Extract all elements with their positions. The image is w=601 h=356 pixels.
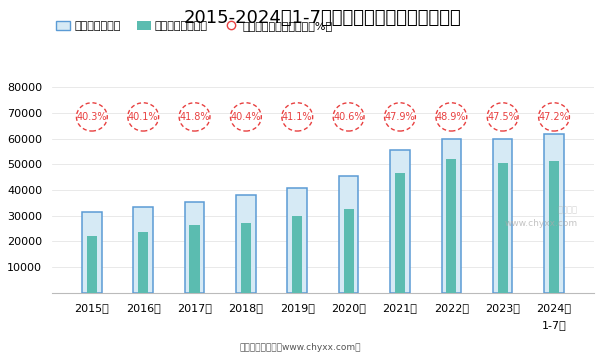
Ellipse shape [333,103,364,131]
Bar [549,161,559,293]
Bar [133,207,153,293]
Text: www.chyxx.com: www.chyxx.com [505,219,578,228]
Ellipse shape [231,103,261,131]
Bar [82,212,102,293]
Text: 40.4%: 40.4% [231,112,261,122]
Text: 40.3%: 40.3% [76,112,107,122]
Text: 48.9%: 48.9% [436,112,466,122]
Ellipse shape [487,103,518,131]
Bar [339,176,358,293]
Bar [395,173,405,293]
Bar [189,225,200,293]
Ellipse shape [76,103,107,131]
Text: 智研咨询: 智研咨询 [558,205,578,214]
Ellipse shape [128,103,159,131]
Bar [241,224,251,293]
Bar [493,139,513,293]
Bar [498,163,508,293]
Ellipse shape [179,103,210,131]
Ellipse shape [538,103,569,131]
Text: 40.6%: 40.6% [334,112,364,122]
Text: 1-7月: 1-7月 [542,320,566,330]
Text: 40.1%: 40.1% [128,112,159,122]
Text: 41.1%: 41.1% [282,112,313,122]
Bar [287,188,307,293]
Text: 47.5%: 47.5% [487,112,518,122]
Ellipse shape [385,103,415,131]
Legend: 总资产（亿元）, 流动资产（亿元）, 流动资产占总资产比率（%）: 总资产（亿元）, 流动资产（亿元）, 流动资产占总资产比率（%） [52,16,337,36]
Bar [442,139,461,293]
Bar [236,195,255,293]
Bar [390,150,410,293]
Bar [185,201,204,293]
Title: 2015-2024年1-7月山西省工业企业资产统计图: 2015-2024年1-7月山西省工业企业资产统计图 [184,9,462,27]
Bar [87,236,97,293]
Text: 47.2%: 47.2% [538,112,569,122]
Text: 41.8%: 41.8% [179,112,210,122]
Bar [545,134,564,293]
Ellipse shape [282,103,313,131]
Text: 47.9%: 47.9% [385,112,415,122]
Bar [292,216,302,293]
Bar [446,159,456,293]
Bar [344,209,353,293]
Text: 制图：智研咨询（www.chyxx.com）: 制图：智研咨询（www.chyxx.com） [240,344,361,352]
Ellipse shape [436,103,467,131]
Bar [138,232,148,293]
